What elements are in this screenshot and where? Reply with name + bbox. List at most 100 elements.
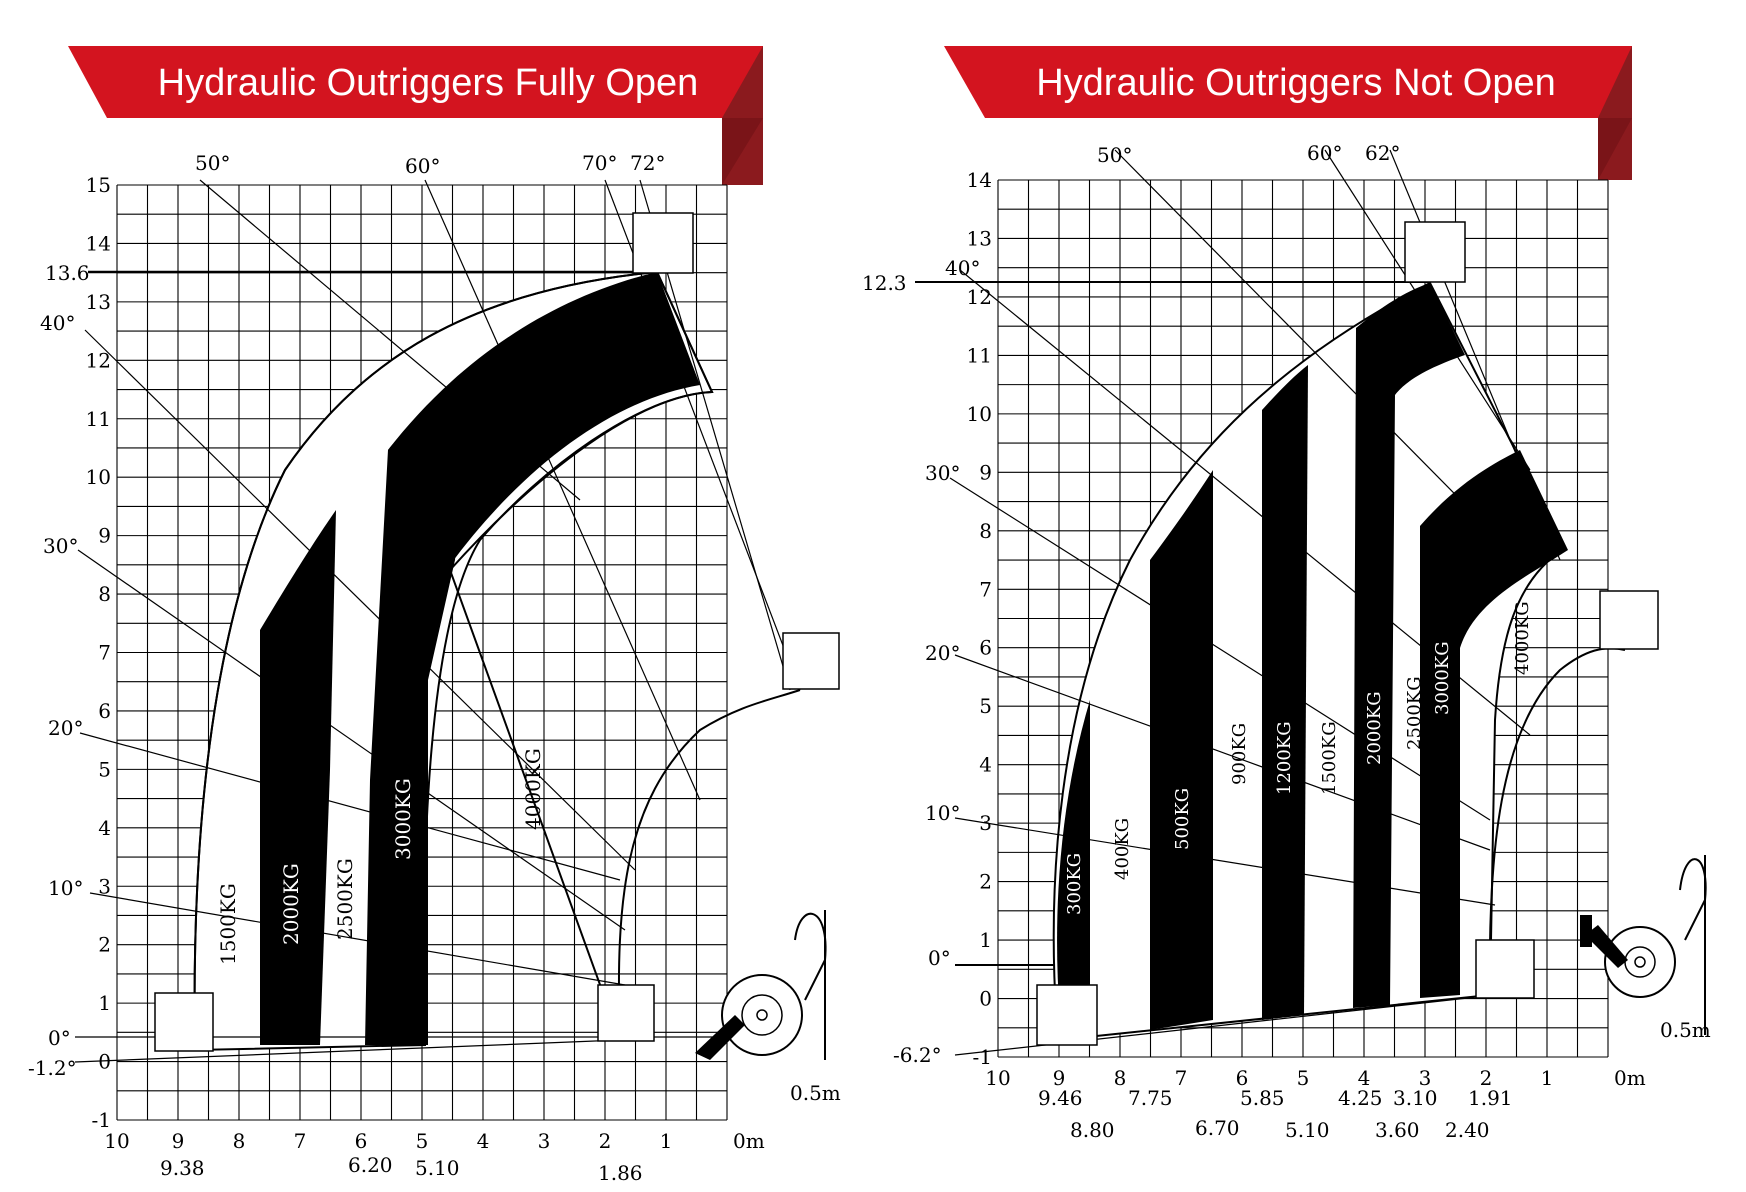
- left-y-tick-label: -1: [92, 1108, 111, 1132]
- right-angle-label-10: 10°: [925, 801, 960, 825]
- left-envelope-edge: [193, 270, 714, 1051]
- left-y-tick-label: 13: [86, 290, 111, 314]
- left-x-tick-label: 3: [538, 1129, 551, 1153]
- left-angle-label-20: 20°: [48, 716, 83, 740]
- right-diagram: Hydraulic Outriggers Not Open 1413121110…: [862, 46, 1711, 1142]
- left-y-tick-label: 15: [86, 173, 111, 197]
- left-x-tick-label: 7: [294, 1129, 307, 1153]
- right-angle-label-30: 30°: [925, 461, 960, 485]
- left-load-label: 2000KG: [279, 863, 303, 945]
- left-y-tick-label: 5: [98, 757, 111, 781]
- right-bottom-value: 7.75: [1128, 1086, 1173, 1110]
- right-y-tick-label: 2: [979, 870, 992, 894]
- right-boom-tip-box-far: [1036, 984, 1098, 1046]
- right-y-tick-label: 7: [979, 577, 992, 601]
- left-x-tick-label: 5: [416, 1129, 429, 1153]
- left-band-2000kg: [260, 510, 336, 1045]
- left-inner-arc: [617, 689, 801, 1041]
- left-bottom-value: 6.20: [348, 1153, 393, 1177]
- right-boom-tip-box-top: [1404, 221, 1466, 283]
- right-outrigger-arm: [1585, 925, 1628, 968]
- right-title-banner: [944, 46, 1632, 118]
- right-inner-arc: [1488, 647, 1626, 996]
- right-x-tick-label: 7: [1175, 1066, 1188, 1090]
- left-load-label: 3000KG: [391, 778, 415, 860]
- left-title: Hydraulic Outriggers Fully Open: [158, 62, 699, 104]
- left-y-tick-label: 6: [98, 699, 111, 723]
- right-load-label: 900KG: [1229, 723, 1250, 785]
- right-load-label: 500KG: [1172, 788, 1193, 850]
- right-bottom-value: 3.60: [1375, 1118, 1420, 1142]
- left-bottom-value: 9.38: [160, 1156, 205, 1180]
- right-x-tick-label: 9: [1053, 1066, 1066, 1090]
- left-angle-label-0: 0°: [48, 1026, 71, 1050]
- right-bottom-value: 4.25: [1338, 1086, 1383, 1110]
- left-band-arc: [388, 272, 700, 565]
- right-x-tick-label: 1: [1541, 1066, 1554, 1090]
- right-y-tick-label: 10: [967, 402, 992, 426]
- left-angle-label-30: 30°: [43, 534, 78, 558]
- left-banner-fold-shadow: [722, 118, 763, 185]
- right-band-500kg: [1150, 470, 1213, 1030]
- right-band-300kg: [1057, 700, 1090, 1040]
- left-angle-label-10: 10°: [48, 876, 83, 900]
- right-y-tick-label: 4: [979, 753, 992, 777]
- right-bottom-value: 2.40: [1445, 1118, 1490, 1142]
- right-angle-label-50: 50°: [1097, 143, 1132, 167]
- left-load-label: 1500KG: [216, 883, 240, 965]
- left-load-label: 2500KG: [333, 858, 357, 940]
- left-angle-label-72: 72°: [630, 151, 665, 175]
- left-angle-line-40: [84, 329, 636, 871]
- left-x-tick-label: 10: [104, 1129, 129, 1153]
- right-banner-fold-shadow: [1598, 118, 1632, 180]
- left-boom-tip-box-top: [632, 212, 694, 274]
- right-angle-line-40: [959, 269, 1531, 736]
- left-x-tick-label: 1: [660, 1129, 673, 1153]
- left-y-tick-label: 0: [98, 1050, 111, 1074]
- left-angle-line-neg: [74, 1039, 621, 1063]
- left-x-tick-label: 4: [477, 1129, 490, 1153]
- right-y-tick-label: 13: [967, 226, 992, 250]
- left-boom-tip-box-far: [154, 992, 214, 1052]
- right-vehicle: [1580, 855, 1707, 1035]
- right-x-tick-label: 8: [1114, 1066, 1127, 1090]
- left-angle-label-neg: -1.2°: [28, 1056, 77, 1080]
- right-bottom-value: 5.85: [1240, 1086, 1285, 1110]
- right-x-tick-label: 3: [1419, 1066, 1432, 1090]
- right-angle-line-60: [1324, 149, 1531, 471]
- left-bottom-value: 1.86: [598, 1161, 643, 1185]
- right-angle-line-20: [954, 654, 1491, 851]
- right-angle-line-30: [949, 477, 1491, 821]
- right-band-2000kg: [1353, 283, 1465, 1008]
- right-y-tick-label: 8: [979, 519, 992, 543]
- left-wheel-icon: [721, 974, 803, 1056]
- left-y-tick-label: 2: [98, 933, 111, 957]
- left-boom-tip-box-low: [597, 984, 655, 1042]
- left-y-tick-label: 3: [98, 874, 111, 898]
- right-y-tick-label: 5: [979, 694, 992, 718]
- left-x-tick-label: 9: [172, 1129, 185, 1153]
- right-angle-line-10: [954, 817, 1496, 906]
- left-load-label: 4000KG: [521, 748, 545, 830]
- right-x-tick-label: 0m: [1614, 1066, 1646, 1090]
- right-bottom-value: 5.10: [1285, 1118, 1330, 1142]
- right-bottom-value: 3.10: [1393, 1086, 1438, 1110]
- right-load-label: 2000KG: [1364, 691, 1385, 765]
- right-load-label: 4000KG: [1512, 601, 1533, 675]
- left-x-tick-label: 8: [233, 1129, 246, 1153]
- right-boom-tip-box-mid: [1599, 590, 1659, 650]
- right-boom-tip-box-low: [1475, 939, 1535, 999]
- left-y-tick-label: 8: [98, 582, 111, 606]
- right-load-label: 1200KG: [1274, 721, 1295, 795]
- right-y-tick-label: 6: [979, 636, 992, 660]
- left-max-height-label: 13.6: [45, 261, 90, 285]
- right-angle-line-62: [1389, 149, 1561, 561]
- left-angle-line-30: [77, 549, 626, 931]
- left-y-tick-label: 1: [98, 991, 111, 1015]
- right-wheel-icon: [1604, 926, 1676, 998]
- right-y-tick-label: 14: [967, 168, 992, 192]
- left-angle-line-10: [89, 892, 626, 986]
- left-angle-label-40: 40°: [40, 311, 75, 335]
- right-bottom-value: 9.46: [1038, 1086, 1083, 1110]
